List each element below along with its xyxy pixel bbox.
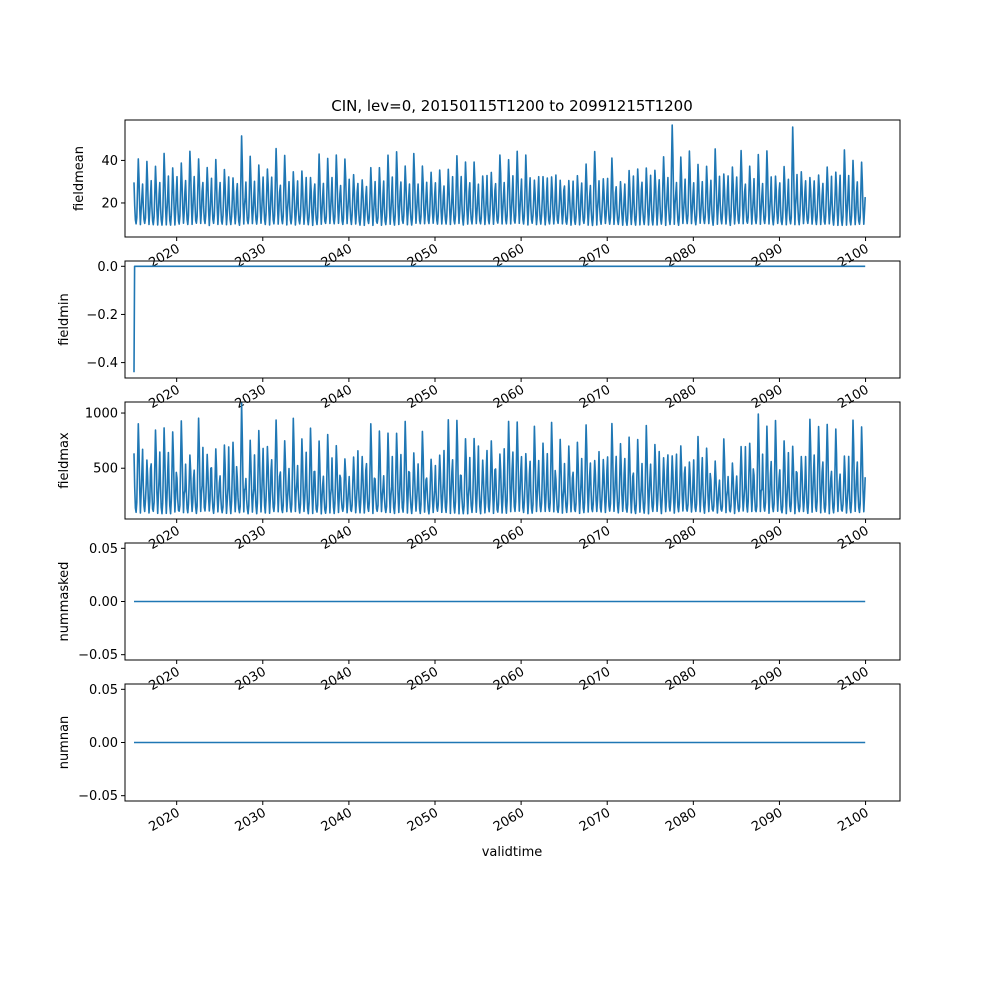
numnan-ytick-label: 0.05 [89,683,118,698]
fieldmin-ytick-label: −0.4 [86,356,118,371]
numnan-ytick-label: −0.05 [78,789,118,804]
numnan-ylabel: numnan [57,716,72,770]
nummasked-ytick-label: 0.05 [89,542,118,557]
fieldmax-ytick-label: 500 [93,462,118,477]
fieldmin-ytick-label: −0.2 [86,308,118,323]
chart-title: CIN, lev=0, 20150115T1200 to 20991215T12… [331,97,693,115]
fieldmax-series-line [133,402,866,515]
fieldmean-axes-frame [124,119,901,238]
fieldmin-series-line [133,265,866,373]
fieldmax-ylabel: fieldmax [57,432,72,489]
fieldmax-axes-frame [124,401,901,520]
fieldmax-ytick-label: 1000 [85,407,118,422]
nummasked-ytick-label: −0.05 [78,648,118,663]
nummasked-ylabel: nummasked [57,562,72,642]
fieldmin-ytick-label: 0.0 [97,260,118,275]
fieldmean-ylabel: fieldmean [72,146,87,211]
x-axis-label: validtime [482,845,543,860]
fieldmin-axes-frame [124,260,901,379]
nummasked-ytick-label: 0.00 [89,595,118,610]
fieldmean-ytick-label: 40 [101,154,118,169]
fieldmean-series-line [133,124,866,227]
numnan-ytick-label: 0.00 [89,736,118,751]
fieldmean-ytick-label: 20 [101,196,118,211]
fieldmin-ylabel: fieldmin [57,293,72,346]
